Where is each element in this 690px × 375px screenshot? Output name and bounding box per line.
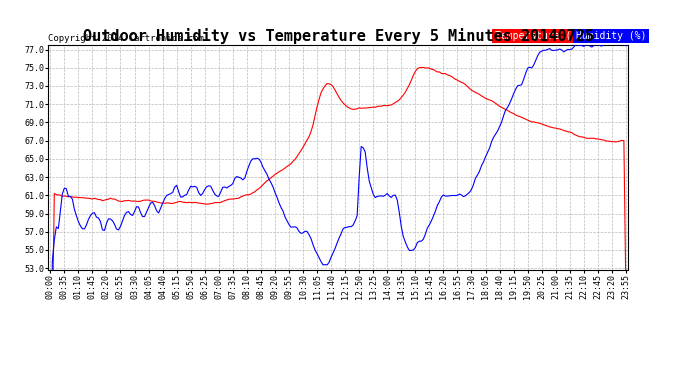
Title: Outdoor Humidity vs Temperature Every 5 Minutes 20140725: Outdoor Humidity vs Temperature Every 5 … (83, 28, 593, 44)
Text: Temperature (°F): Temperature (°F) (495, 31, 589, 41)
Text: Humidity (%): Humidity (%) (575, 31, 647, 41)
Text: Copyright 2014 Cartronics.com: Copyright 2014 Cartronics.com (48, 34, 204, 43)
